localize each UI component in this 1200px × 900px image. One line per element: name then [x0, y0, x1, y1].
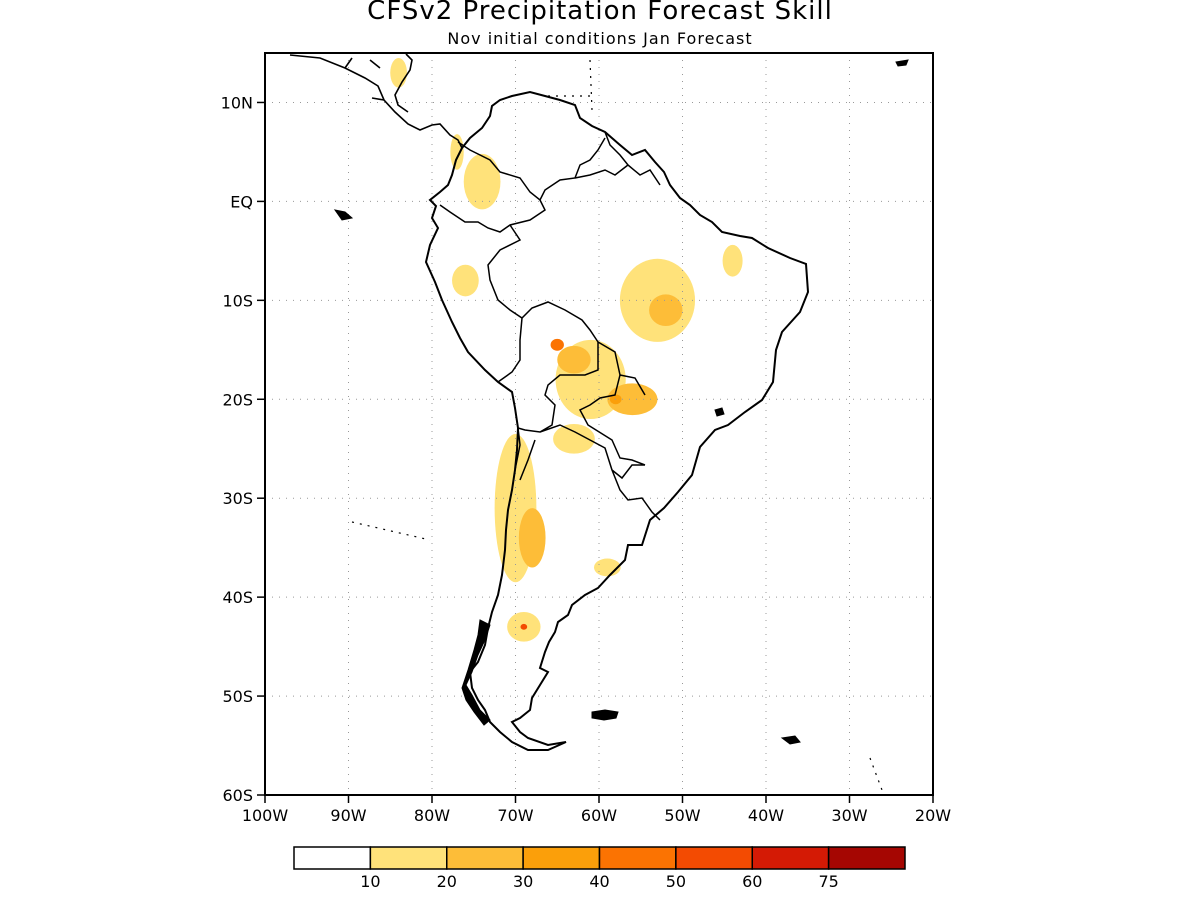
- lat-tick-label: 20S: [222, 390, 253, 409]
- colorbar-label: 60: [742, 872, 762, 891]
- skill-region-15: [550, 338, 564, 351]
- lat-tick-label: 10S: [222, 291, 253, 310]
- skill-region-5: [452, 264, 479, 297]
- lon-tick-label: 100W: [242, 806, 289, 825]
- skill-region-17: [520, 623, 528, 630]
- lon-tick-label: 70W: [497, 806, 533, 825]
- skill-region-12: [607, 383, 658, 416]
- skill-region-4: [463, 153, 501, 210]
- skill-region-14: [649, 294, 683, 327]
- colorbar-swatch: [827, 846, 906, 870]
- skill-region-10: [722, 244, 743, 277]
- lat-tick-label: 60S: [222, 786, 253, 805]
- skill-contour-layer: [390, 57, 743, 642]
- chart-subtitle: Nov initial conditions Jan Forecast: [447, 29, 753, 48]
- chart-title: CFSv2 Precipitation Forecast Skill: [367, 0, 833, 26]
- lat-tick-label: 30S: [222, 489, 253, 508]
- lon-tick-label: 50W: [664, 806, 700, 825]
- central-america-outline: [289, 53, 463, 149]
- skill-region-11: [557, 345, 591, 374]
- colorbar-swatch: [675, 846, 753, 870]
- colorbar-swatch: [369, 846, 448, 870]
- colorbar: 10 20 30 40 50 60 75: [293, 846, 906, 891]
- colorbar-swatch: [598, 846, 677, 870]
- skill-region-3: [553, 424, 595, 454]
- lon-tick-label: 80W: [414, 806, 450, 825]
- lat-tick-label: 10N: [221, 93, 253, 112]
- lon-tick-label: 20W: [915, 806, 951, 825]
- south-america-outline: [424, 90, 810, 751]
- colorbar-label: 30: [513, 872, 533, 891]
- colorbar-swatch: [522, 846, 601, 870]
- colorbar-swatch: [293, 846, 372, 870]
- colorbar-label: 75: [818, 872, 838, 891]
- colorbar-label: 10: [360, 872, 380, 891]
- skill-region-13: [518, 508, 546, 568]
- lon-tick-label: 90W: [330, 806, 366, 825]
- colorbar-label: 20: [437, 872, 457, 891]
- colorbar-swatch: [446, 846, 524, 870]
- coastlines-borders: [289, 53, 909, 791]
- falkland-and-coast-dots: [351, 59, 883, 791]
- skill-region-8: [390, 57, 407, 88]
- lat-tick-label: 40S: [222, 588, 253, 607]
- lat-tick-label: 50S: [222, 687, 253, 706]
- colorbar-label: 40: [589, 872, 609, 891]
- lat-tick-label: EQ: [230, 192, 253, 211]
- island-features: [333, 59, 909, 745]
- country-borders: [439, 131, 661, 521]
- lon-tick-label: 30W: [831, 806, 867, 825]
- lon-tick-label: 60W: [581, 806, 617, 825]
- colorbar-label: 50: [666, 872, 686, 891]
- colorbar-swatch: [751, 846, 830, 870]
- lon-tick-label: 40W: [748, 806, 784, 825]
- map-gridlines: [265, 53, 933, 795]
